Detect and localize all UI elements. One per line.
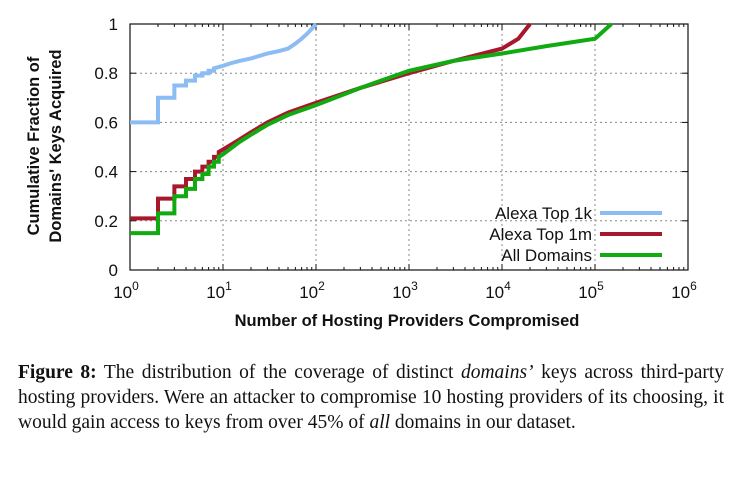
x-tick-exponent: 5 <box>597 279 604 293</box>
y-tick-label: 0 <box>109 261 118 280</box>
x-tick-label: 101 <box>206 279 232 302</box>
caption-text-c: domains in our dataset. <box>390 412 576 433</box>
x-tick-exponent: 4 <box>504 279 511 293</box>
x-tick-base: 10 <box>113 283 132 302</box>
series-line-1 <box>130 22 318 125</box>
x-tick-exponent: 2 <box>318 279 325 293</box>
figure-8: 100 101 102 103 104 105 106 0 0.2 0.4 0.6 0.8 1 Alex… <box>25 15 697 330</box>
series-line-3 <box>130 22 613 236</box>
x-tick-base: 10 <box>392 283 411 302</box>
y-tick-label: 0.6 <box>94 113 118 132</box>
x-tick-exponent: 1 <box>225 279 232 293</box>
x-tick-exponent: 0 <box>132 279 139 293</box>
caption-text-b: keys across third-party hosting provider… <box>18 362 725 433</box>
legend-label-2: Alexa Top 1m <box>489 225 592 244</box>
caption-label: Figure 8: <box>18 362 97 383</box>
x-tick-label: 105 <box>578 279 604 302</box>
x-tick-exponent: 3 <box>411 279 418 293</box>
y-axis-title-line2: Domains' Keys Acquired <box>47 49 65 242</box>
y-tick-label: 0.2 <box>94 212 118 231</box>
caption-text-a: The distribution of the coverage of dist… <box>103 362 461 383</box>
y-axis-title-line1: Cumulative Fraction of <box>25 56 43 235</box>
y-tick-label: 0.4 <box>94 163 118 182</box>
x-tick-label: 103 <box>392 279 418 302</box>
x-tick-base: 10 <box>299 283 318 302</box>
caption-italic-domains: domains’ <box>460 362 534 383</box>
x-tick-label: 102 <box>299 279 325 302</box>
x-tick-exponent: 6 <box>690 279 697 293</box>
legend: Alexa Top 1k Alexa Top 1m All Domains <box>489 204 662 265</box>
plot-border <box>129 23 689 271</box>
x-tick-base: 10 <box>578 283 597 302</box>
y-tick-label: 1 <box>109 15 118 34</box>
grid-lines <box>130 24 688 270</box>
plot-frame <box>129 23 689 271</box>
series-lines <box>130 22 613 236</box>
legend-label-3: All Domains <box>501 246 592 265</box>
x-tick-base: 10 <box>206 283 225 302</box>
x-tick-label: 106 <box>671 279 697 302</box>
y-tick-label: 0.8 <box>94 64 118 83</box>
x-tick-base: 10 <box>485 283 504 302</box>
legend-label-1: Alexa Top 1k <box>495 204 593 223</box>
x-axis-title: Number of Hosting Providers Compromised <box>235 312 580 330</box>
x-tick-label: 104 <box>485 279 511 302</box>
figure-caption: Figure 8: The distribution of the covera… <box>18 360 724 435</box>
x-tick-label: 100 <box>113 279 139 302</box>
x-tick-base: 10 <box>671 283 690 302</box>
caption-italic-all: all <box>369 412 391 433</box>
